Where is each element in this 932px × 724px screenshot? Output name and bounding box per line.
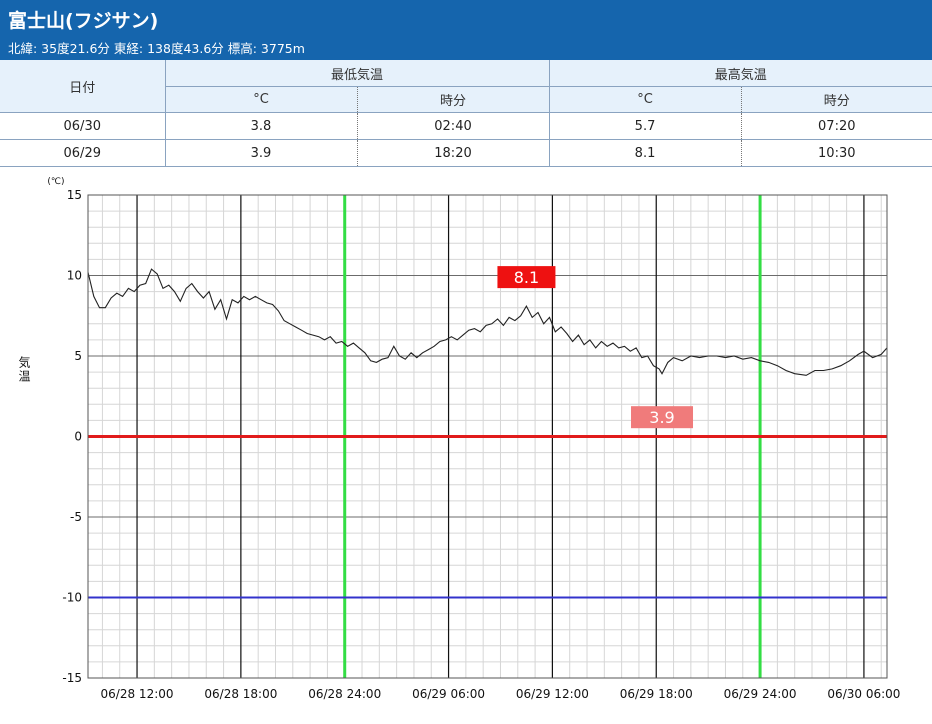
plot-frame (87, 194, 888, 679)
row-min-time: 18:20 (357, 139, 550, 167)
max-unit-header: °C (549, 86, 742, 113)
min-unit-header: °C (165, 86, 358, 113)
station-info: 北緯: 35度21.6分 東経: 138度43.6分 標高: 3775m (8, 41, 305, 56)
row-max-time: 07:20 (741, 112, 932, 140)
annotation-layer: 8.1 3.9 (497, 266, 694, 429)
axes-layer: 15 10 5 0 -5 -10 -15 06/28 12:00 06/28 18:00 06/2… (62, 188, 900, 701)
station-header: 富士山(フジサン) 北緯: 35度21.6分 東経: 138度43.6分 標高:… (0, 0, 932, 60)
row-max-temp: 5.7 (549, 112, 742, 140)
row-min-temp: 3.9 (165, 139, 358, 167)
row-max-temp: 8.1 (549, 139, 742, 167)
reference-lines (88, 435, 887, 599)
x-tick-label: 06/28 24:00 (308, 687, 381, 701)
x-tick-label: 06/29 12:00 (516, 687, 589, 701)
x-tick-label: 06/29 18:00 (620, 687, 693, 701)
min-time-header: 時分 (357, 86, 550, 113)
series-layer (87, 268, 888, 376)
temperature-summary-table: 日付 最低気温 最高気温 °C 時分 °C 時分 06/30 3.8 02:40… (0, 60, 932, 167)
temperature-line (87, 268, 888, 376)
date-header: 日付 (0, 60, 166, 113)
max-temp-header: 最高気温 (549, 60, 932, 87)
y-tick-label: -15 (62, 671, 82, 685)
row-min-time: 02:40 (357, 112, 550, 140)
table-row: 06/30 3.8 02:40 5.7 07:20 (0, 112, 932, 140)
x-tick-label: 06/28 18:00 (204, 687, 277, 701)
max-time-header: 時分 (741, 86, 932, 113)
min-temp-label: 3.9 (649, 408, 674, 427)
row-date: 06/29 (0, 139, 166, 167)
y-tick-label: 15 (67, 188, 82, 202)
row-date: 06/30 (0, 112, 166, 140)
x-tick-label: 06/29 06:00 (412, 687, 485, 701)
min-temp-header: 最低気温 (165, 60, 550, 87)
x-tick-label: 06/30 06:00 (827, 687, 900, 701)
row-min-temp: 3.8 (165, 112, 358, 140)
temperature-chart: 8.1 3.9 15 10 5 0 -5 -10 -15 06/28 12:00 06/28 18… (17, 177, 900, 701)
max-temp-label: 8.1 (514, 268, 539, 287)
row-max-time: 10:30 (741, 139, 932, 167)
y-tick-label: -5 (70, 510, 82, 524)
table-row: 06/29 3.9 18:20 8.1 10:30 (0, 139, 932, 167)
y-tick-label: 10 (67, 269, 82, 283)
min-temp-label-box (631, 406, 694, 429)
y-tick-label: -10 (62, 591, 82, 605)
station-title: 富士山(フジサン) (8, 10, 159, 32)
y-unit-label: (℃) (47, 177, 64, 187)
x-tick-label: 06/29 24:00 (724, 687, 797, 701)
y-tick-label: 5 (74, 349, 82, 363)
max-temp-label-box (497, 266, 556, 289)
y-axis-label: 気温 (17, 355, 31, 384)
y-tick-label: 0 (74, 430, 82, 444)
x-tick-label: 06/28 12:00 (101, 687, 174, 701)
